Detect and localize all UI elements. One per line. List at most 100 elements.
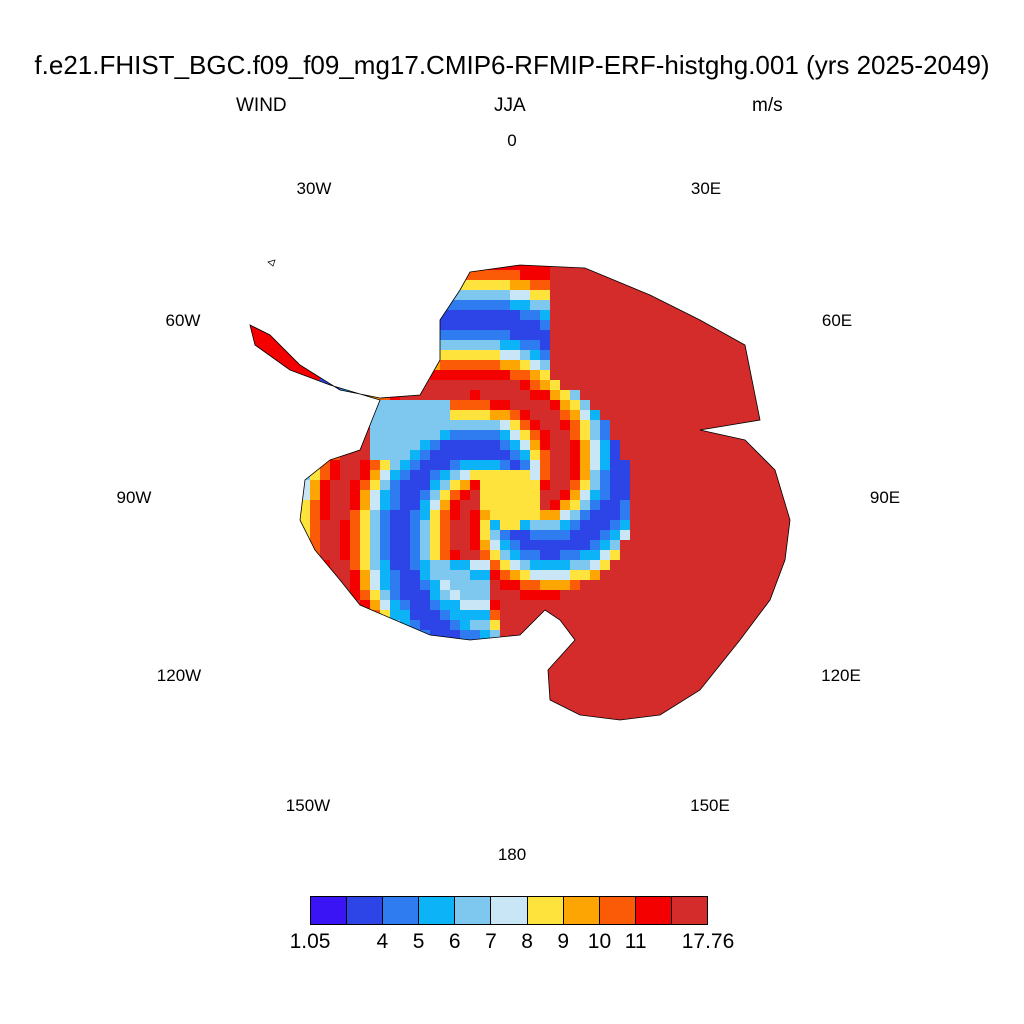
wind-cell (340, 680, 350, 690)
wind-cell (740, 550, 750, 560)
wind-cell (540, 265, 550, 270)
wind-cell (480, 440, 490, 450)
wind-cell (550, 680, 560, 690)
wind-cell (730, 590, 740, 600)
wind-cell (320, 590, 330, 600)
wind-cell (250, 630, 260, 640)
wind-cell (470, 380, 480, 390)
wind-cell (750, 580, 760, 590)
wind-cell (380, 680, 390, 690)
wind-cell (250, 370, 260, 380)
wind-cell (740, 690, 750, 700)
wind-cell (740, 520, 750, 530)
wind-cell (340, 520, 350, 530)
wind-cell (760, 560, 770, 570)
wind-cell (490, 350, 500, 360)
wind-cell (240, 710, 250, 720)
wind-cell (520, 320, 530, 330)
wind-cell (310, 330, 320, 340)
wind-cell (380, 350, 390, 360)
wind-cell (240, 370, 250, 380)
wind-cell (330, 610, 340, 620)
wind-cell (540, 460, 550, 470)
wind-cell (280, 540, 290, 550)
wind-cell (690, 640, 700, 650)
wind-cell (440, 620, 450, 630)
wind-cell (290, 610, 300, 620)
wind-cell (470, 270, 480, 280)
wind-cell (490, 690, 500, 700)
wind-cell (620, 400, 630, 410)
wind-cell (750, 510, 760, 520)
wind-cell (620, 530, 630, 540)
wind-cell (690, 280, 700, 290)
wind-cell (620, 540, 630, 550)
wind-cell (680, 450, 690, 460)
wind-cell (380, 265, 390, 270)
wind-cell (300, 540, 310, 550)
wind-cell (320, 420, 330, 430)
wind-cell (750, 590, 760, 600)
wind-cell (550, 560, 560, 570)
wind-cell (250, 450, 260, 460)
wind-cell (320, 500, 330, 510)
wind-cell (400, 270, 410, 280)
wind-cell (300, 550, 310, 560)
wind-cell (550, 320, 560, 330)
wind-cell (740, 420, 750, 430)
wind-cell (400, 650, 410, 660)
wind-cell (780, 630, 790, 640)
wind-cell (690, 400, 700, 410)
wind-cell (670, 280, 680, 290)
wind-cell (670, 460, 680, 470)
wind-cell (410, 460, 420, 470)
wind-cell (460, 590, 470, 600)
wind-cell (460, 600, 470, 610)
wind-cell (480, 265, 490, 270)
wind-cell (750, 570, 760, 580)
wind-cell (590, 430, 600, 440)
wind-cell (450, 340, 460, 350)
wind-cell (700, 480, 710, 490)
wind-cell (260, 720, 270, 730)
wind-cell (350, 470, 360, 480)
wind-cell (700, 250, 710, 260)
wind-cell (430, 290, 440, 300)
wind-cell (720, 410, 730, 420)
wind-cell (590, 480, 600, 490)
wind-cell (560, 250, 570, 260)
wind-cell (370, 500, 380, 510)
wind-cell (310, 670, 320, 680)
wind-cell (390, 440, 400, 450)
wind-cell (670, 300, 680, 310)
wind-cell (390, 550, 400, 560)
wind-cell (350, 500, 360, 510)
wind-cell (270, 670, 280, 680)
wind-cell (680, 680, 690, 690)
wind-cell (670, 540, 680, 550)
wind-cell (530, 660, 540, 670)
wind-cell (750, 400, 760, 410)
wind-cell (410, 440, 420, 450)
wind-cell (640, 350, 650, 360)
wind-cell (760, 380, 770, 390)
wind-cell (480, 360, 490, 370)
wind-cell (440, 300, 450, 310)
wind-cell (690, 430, 700, 440)
wind-cell (360, 580, 370, 590)
wind-cell (660, 440, 670, 450)
wind-cell (350, 300, 360, 310)
wind-cell (450, 420, 460, 430)
wind-cell (690, 540, 700, 550)
wind-cell (240, 400, 250, 410)
wind-cell (750, 330, 760, 340)
wind-cell (270, 590, 280, 600)
wind-cell (710, 420, 720, 430)
wind-cell (430, 420, 440, 430)
wind-cell (580, 265, 590, 270)
wind-cell (700, 610, 710, 620)
wind-cell (740, 460, 750, 470)
wind-cell (270, 520, 280, 530)
colorbar-swatch-8 (599, 897, 636, 924)
wind-cell (730, 290, 740, 300)
